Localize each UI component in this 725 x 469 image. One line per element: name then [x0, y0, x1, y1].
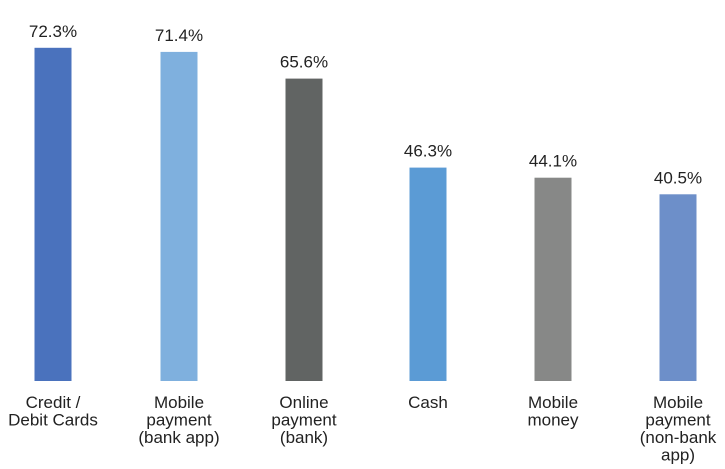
category-label-line: payment: [271, 411, 336, 430]
value-label-4: 46.3%: [404, 142, 452, 161]
category-label-line: (bank): [280, 428, 328, 447]
value-label-6: 40.5%: [654, 168, 702, 187]
category-label-line: Cash: [408, 393, 448, 412]
value-label-5: 44.1%: [529, 152, 577, 171]
category-label-line: Mobile: [528, 393, 578, 412]
category-label-line: payment: [146, 411, 211, 430]
category-label-line: Mobile: [653, 393, 703, 412]
value-label-1: 72.3%: [29, 22, 77, 41]
bar-3: [285, 78, 323, 381]
bar-5: [534, 177, 572, 381]
bar-2: [160, 51, 198, 382]
category-label-line: Mobile: [154, 393, 204, 412]
category-label-2: Mobile payment (bank app): [138, 393, 219, 447]
value-labels-group: 72.3% 71.4% 65.6% 46.3% 44.1% 40.5%: [29, 22, 702, 188]
bars-group: [34, 47, 697, 382]
category-label-4: Cash: [408, 393, 448, 412]
category-label-5: Mobile money: [527, 393, 579, 430]
category-label-line: money: [527, 411, 579, 430]
category-label-line: payment: [645, 411, 710, 430]
bar-6: [659, 194, 697, 381]
bar-1: [34, 47, 72, 382]
value-label-2: 71.4%: [155, 26, 203, 45]
category-label-line: Online: [279, 393, 328, 412]
category-label-3: Online payment (bank): [271, 393, 336, 447]
category-label-line: app): [661, 446, 695, 465]
bar-4: [409, 167, 447, 381]
value-label-3: 65.6%: [280, 53, 328, 72]
category-label-line: Credit /: [26, 393, 81, 412]
category-label-6: Mobile payment (non-bank app): [640, 393, 717, 465]
category-label-line: Debit Cards: [8, 411, 98, 430]
category-label-line: (bank app): [138, 428, 219, 447]
category-label-line: (non-bank: [640, 428, 717, 447]
category-label-1: Credit / Debit Cards: [8, 393, 98, 430]
